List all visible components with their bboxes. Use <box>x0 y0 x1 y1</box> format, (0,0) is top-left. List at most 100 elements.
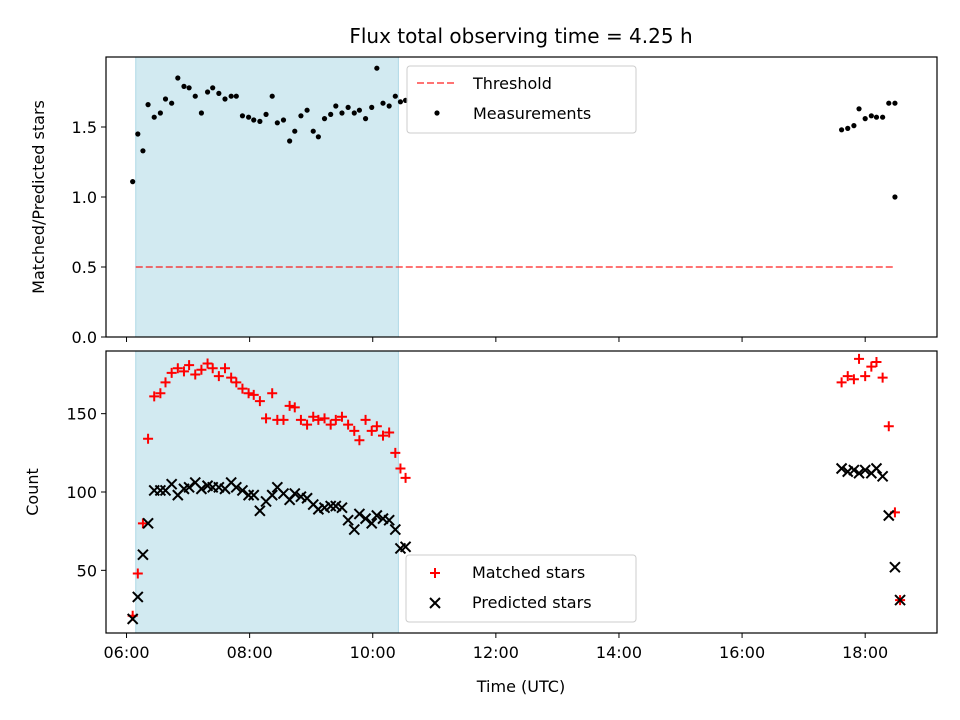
data-point <box>154 484 167 497</box>
data-point <box>310 128 316 134</box>
figure-title: Flux total observing time = 4.25 h <box>349 24 692 48</box>
data-point <box>198 110 205 116</box>
data-point <box>366 425 377 436</box>
data-point <box>243 388 254 399</box>
x-tick-label: 10:00 <box>350 643 396 662</box>
data-point <box>165 478 178 490</box>
data-point <box>859 464 871 476</box>
y-tick-label: 50 <box>77 561 97 580</box>
data-point <box>248 489 260 501</box>
data-point <box>233 93 239 99</box>
x-tick-label: 18:00 <box>842 643 888 662</box>
data-point <box>835 462 848 475</box>
data-point <box>345 104 351 110</box>
data-point <box>162 96 169 102</box>
data-point <box>142 517 154 530</box>
data-point <box>132 568 143 579</box>
x-axis-label: Time (UTC) <box>476 677 565 696</box>
data-point <box>330 414 341 425</box>
data-point <box>216 90 222 96</box>
data-point <box>220 363 231 374</box>
data-point <box>389 523 402 536</box>
data-point <box>851 123 857 129</box>
data-point <box>868 113 874 119</box>
data-point <box>145 102 151 108</box>
y-tick-label: 0.5 <box>72 258 97 277</box>
observing-window-shade <box>135 56 399 338</box>
data-point <box>143 433 154 444</box>
data-point <box>284 400 295 411</box>
data-point <box>126 613 139 625</box>
data-point <box>400 472 411 483</box>
data-point <box>160 377 171 388</box>
data-point <box>390 447 401 458</box>
data-point <box>856 106 862 112</box>
data-point <box>298 113 304 119</box>
data-point <box>845 125 851 131</box>
data-point <box>319 413 330 424</box>
data-point <box>196 364 207 375</box>
data-point <box>302 419 313 430</box>
data-point <box>222 96 228 102</box>
data-point <box>137 518 148 529</box>
data-point <box>237 383 248 394</box>
data-point <box>343 419 354 430</box>
data-point <box>848 464 860 476</box>
data-point <box>130 179 136 185</box>
legend-box <box>405 554 637 623</box>
data-point <box>263 111 269 117</box>
legend-label: Threshold <box>472 74 552 93</box>
data-point <box>328 111 334 117</box>
data-point <box>230 481 243 494</box>
data-point <box>186 85 192 91</box>
data-point <box>873 114 880 120</box>
data-point <box>231 377 242 388</box>
data-point <box>184 360 195 371</box>
data-point <box>246 114 252 120</box>
data-point <box>287 138 293 144</box>
data-point <box>254 505 266 517</box>
data-point <box>883 509 895 522</box>
data-point <box>366 517 378 530</box>
data-point <box>289 487 301 500</box>
data-point <box>336 501 348 514</box>
data-point <box>239 113 246 119</box>
data-point <box>838 127 845 133</box>
data-point <box>883 421 894 432</box>
data-point <box>261 413 272 424</box>
legend-box <box>406 65 637 134</box>
data-point <box>195 483 208 495</box>
data-point <box>870 462 883 475</box>
data-point <box>204 89 211 95</box>
data-point <box>325 419 336 430</box>
y-tick-label: 0.0 <box>72 328 97 347</box>
legend-measurements-swatch <box>434 110 440 116</box>
data-point <box>178 366 189 377</box>
data-point <box>860 371 871 382</box>
data-point <box>295 414 306 425</box>
x-tick-label: 16:00 <box>719 643 765 662</box>
data-point <box>274 120 280 126</box>
data-point <box>292 128 298 134</box>
y-tick-label: 100 <box>66 483 97 502</box>
x-tick-label: 08:00 <box>227 643 273 662</box>
data-point <box>871 356 882 367</box>
data-point <box>269 93 275 99</box>
data-point <box>207 363 218 374</box>
data-point <box>351 110 357 116</box>
data-point <box>251 117 257 123</box>
data-point <box>853 467 865 479</box>
data-point <box>242 489 255 501</box>
data-point <box>321 116 328 122</box>
y-tick-label: 1.5 <box>72 118 97 137</box>
data-point <box>202 358 213 369</box>
data-point <box>213 371 224 382</box>
x-tick-label: 14:00 <box>596 643 642 662</box>
data-point <box>278 414 289 425</box>
legend-label: Predicted stars <box>472 593 592 612</box>
data-point <box>842 371 853 382</box>
data-point <box>257 118 263 124</box>
data-point <box>190 369 201 380</box>
data-point <box>210 85 216 91</box>
